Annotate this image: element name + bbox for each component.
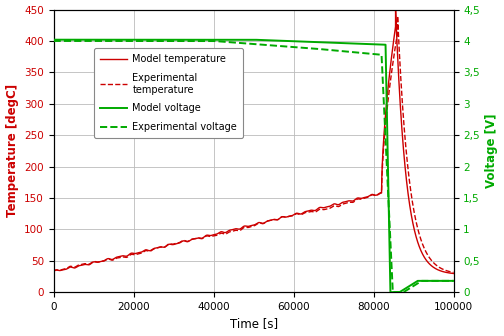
Line: Model voltage: Model voltage — [53, 40, 454, 292]
X-axis label: Time [s]: Time [s] — [229, 318, 278, 330]
Legend: Model temperature, Experimental
temperature, Model voltage, Experimental voltage: Model temperature, Experimental temperat… — [94, 48, 243, 138]
Experimental voltage — [246, 42, 252, 46]
Model voltage — [246, 38, 252, 42]
Model voltage — [50, 38, 56, 42]
Line: Experimental
temperature: Experimental temperature — [53, 16, 454, 272]
Experimental
temperature — [246, 225, 252, 229]
Experimental voltage — [129, 39, 135, 43]
Model temperature — [451, 271, 457, 276]
Experimental
temperature — [67, 264, 73, 268]
Model temperature — [429, 264, 435, 268]
Model temperature — [393, 8, 399, 12]
Line: Experimental voltage: Experimental voltage — [53, 41, 454, 292]
Experimental
temperature — [50, 269, 56, 274]
Model voltage — [429, 279, 435, 283]
Model temperature — [50, 269, 56, 274]
Model voltage — [388, 290, 394, 294]
Model temperature — [129, 251, 135, 255]
Experimental
temperature — [395, 14, 401, 18]
Model temperature — [75, 264, 81, 268]
Model voltage — [129, 38, 135, 42]
Experimental
temperature — [75, 263, 81, 267]
Experimental voltage — [390, 290, 396, 294]
Model voltage — [451, 279, 457, 283]
Experimental
temperature — [451, 270, 457, 275]
Model temperature — [246, 224, 252, 228]
Model voltage — [75, 38, 81, 42]
Experimental voltage — [429, 279, 435, 283]
Y-axis label: Voltage [V]: Voltage [V] — [485, 114, 498, 188]
Experimental voltage — [67, 39, 73, 43]
Model voltage — [67, 38, 73, 42]
Model voltage — [52, 38, 58, 42]
Experimental voltage — [75, 39, 81, 43]
Experimental
temperature — [52, 268, 58, 272]
Experimental voltage — [52, 39, 58, 43]
Experimental voltage — [451, 279, 457, 283]
Line: Model temperature: Model temperature — [53, 10, 454, 274]
Model temperature — [67, 265, 73, 269]
Experimental voltage — [50, 39, 56, 43]
Model temperature — [52, 268, 58, 272]
Y-axis label: Temperature [degC]: Temperature [degC] — [6, 84, 19, 217]
Experimental
temperature — [429, 259, 435, 263]
Experimental
temperature — [129, 252, 135, 256]
